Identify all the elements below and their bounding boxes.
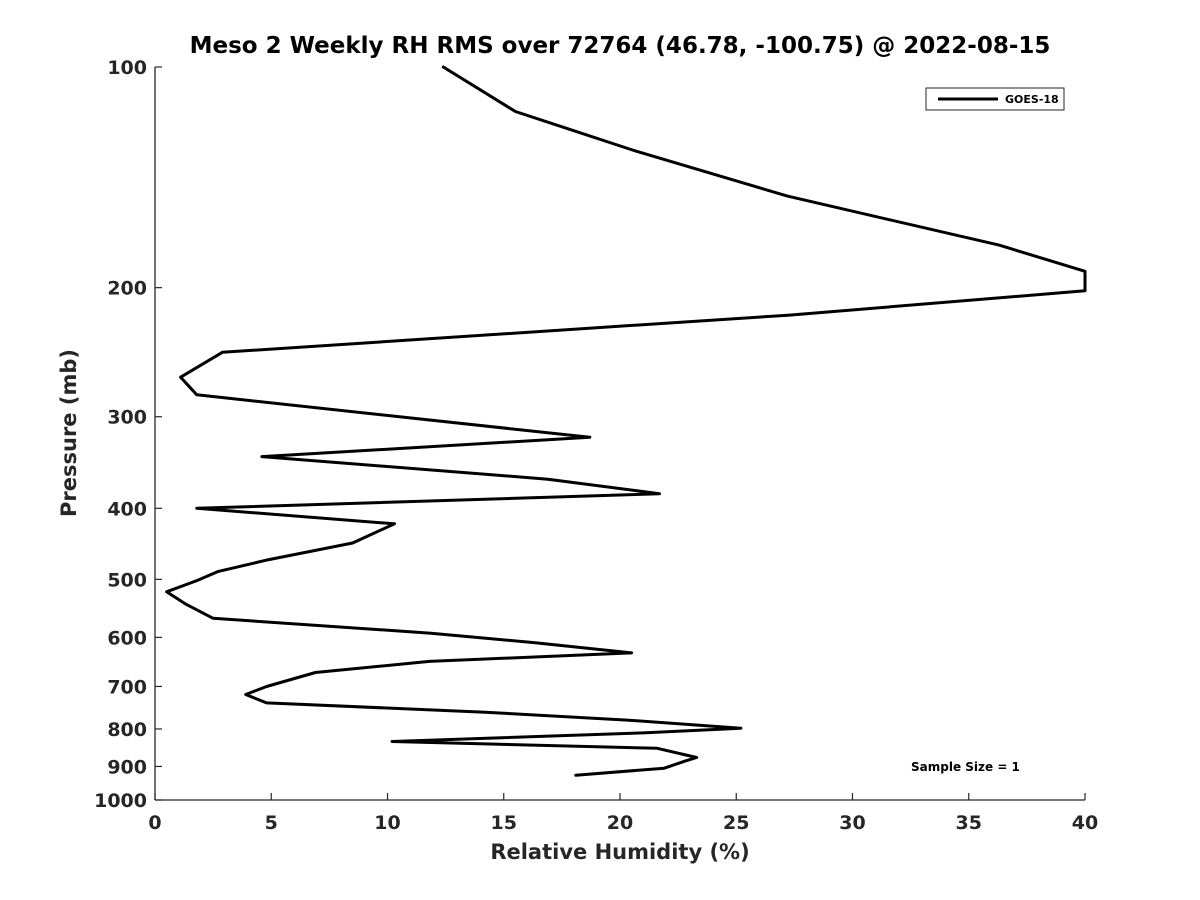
x-tick-label: 15 [491,812,517,834]
y-tick-label: 100 [107,57,147,79]
y-tick-label: 600 [107,627,147,649]
y-axis-label: Pressure (mb) [57,349,81,517]
legend: GOES-18 [925,87,1065,111]
x-tick-label: 30 [839,812,865,834]
y-tick-label: 1000 [94,790,147,812]
y-tick-label: 200 [107,278,147,300]
series-line-goes-18 [165,65,1087,777]
chart-title: Meso 2 Weekly RH RMS over 72764 (46.78, … [190,33,1051,59]
x-tick-label: 5 [265,812,278,834]
x-tick-label: 25 [723,812,749,834]
y-tick-label: 700 [107,676,147,698]
x-tick-label: 0 [148,812,161,834]
y-tick-label: 300 [107,407,147,429]
x-tick-label: 20 [607,812,633,834]
y-ticks: 100 200 300 400 500 600 700 800 900 1000 [94,57,162,812]
x-axis-label: Relative Humidity (%) [490,840,749,864]
sample-size-annotation: Sample Size = 1 [911,760,1020,774]
x-tick-label: 40 [1072,812,1098,834]
y-tick-label: 400 [107,498,147,520]
x-ticks: 0 5 10 15 20 25 30 35 40 [148,793,1098,834]
y-tick-label: 500 [107,569,147,591]
legend-entry-goes-18: GOES-18 [1005,93,1059,106]
y-tick-label: 800 [107,719,147,741]
x-tick-label: 35 [956,812,982,834]
x-tick-label: 10 [374,812,400,834]
y-tick-label: 900 [107,756,147,778]
